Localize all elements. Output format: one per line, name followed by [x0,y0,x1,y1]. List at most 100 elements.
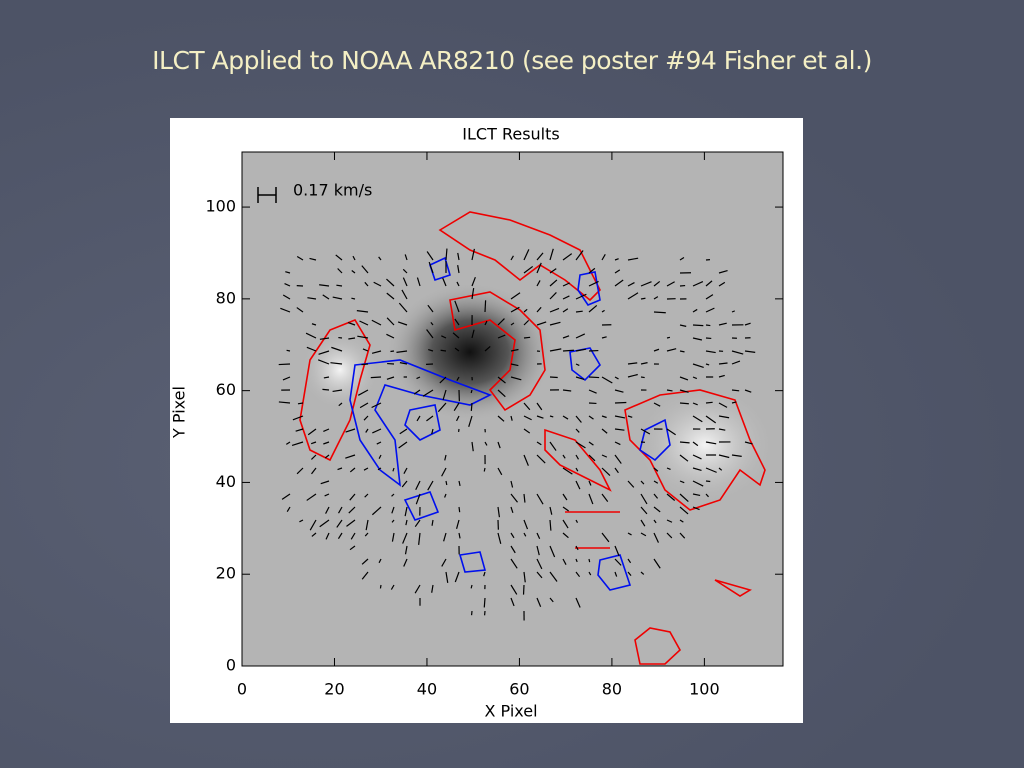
vector [536,415,544,419]
vector [562,308,569,313]
vector [627,532,632,536]
vector [297,402,304,405]
vector [549,506,553,515]
vector [336,519,343,528]
vector [666,493,676,501]
vector [371,350,382,354]
vector [549,268,557,274]
vector [575,519,579,523]
vector [614,428,625,431]
vector [614,269,621,274]
vector [497,441,501,449]
vector [324,493,330,497]
vector [443,532,447,542]
vector [325,532,330,540]
vector [319,519,330,528]
vector [281,493,291,500]
vector [386,376,395,380]
vector [679,441,690,444]
vector [398,302,408,313]
vector [627,257,639,261]
plot-frame [241,151,784,667]
vector [692,441,699,447]
vector [336,284,343,287]
vector [396,350,408,353]
vector [549,545,556,558]
vector [454,318,460,326]
vector [549,519,552,531]
vector [692,337,703,341]
vector [575,597,581,608]
vector [614,545,620,557]
vector [562,415,569,420]
vector [523,454,529,466]
vector [422,389,434,397]
vector [337,268,343,274]
contours [299,211,766,665]
y-tick-label: 20 [216,564,236,583]
vector [320,480,330,485]
vector [359,402,369,409]
vector [679,257,685,261]
vector [386,278,395,287]
vector [322,388,330,391]
vector [562,282,571,287]
vector [614,467,619,474]
vector [347,321,356,326]
vector [549,415,554,418]
vector [536,252,544,261]
vector [614,389,624,393]
vector [523,519,529,530]
vector [666,467,671,470]
vector [335,254,343,261]
vector [364,493,369,498]
vector [549,292,557,300]
vector [653,480,659,484]
vector [470,402,473,411]
vector [523,336,531,339]
vector [361,363,369,366]
vector [614,376,619,380]
vector [470,389,473,394]
vector [453,402,460,411]
y-tick-label: 100 [205,197,236,216]
vector [427,480,434,491]
vector [692,506,700,511]
vector [640,532,647,537]
x-axis-label: X Pixel [484,702,537,721]
velocity-vectors [278,248,756,621]
vector [286,349,291,352]
vector [653,519,657,524]
vector [415,493,421,505]
vector [549,279,558,287]
vector [311,532,317,537]
vector [640,376,645,379]
vector [371,319,382,326]
vector [562,558,567,565]
vector [371,402,382,409]
vector [562,493,568,501]
vector [731,454,742,457]
vector [497,467,503,476]
vector [456,376,460,381]
vector [324,454,330,459]
vector [455,519,460,529]
vector [588,558,591,563]
vector [601,532,610,543]
vector [627,558,632,564]
vector [562,253,573,261]
vector [627,480,635,488]
vector [431,584,434,593]
vector [692,480,704,487]
vector [510,322,515,326]
vector [601,376,613,384]
vector [332,389,343,393]
vector [588,493,594,505]
vector [575,454,580,460]
vector [575,571,581,578]
vector [549,248,554,261]
vector [692,467,702,472]
vector [414,584,421,594]
vector [640,281,652,287]
vector [454,571,460,583]
